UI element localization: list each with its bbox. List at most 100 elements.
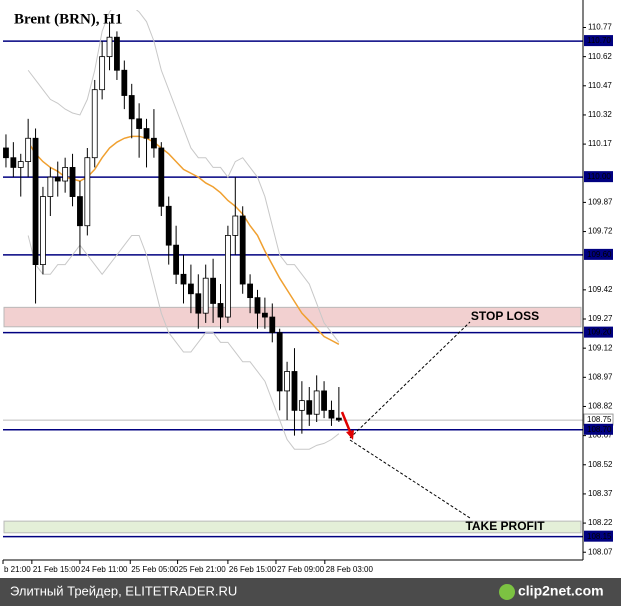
candle-body bbox=[84, 157, 91, 227]
arrow-down bbox=[349, 439, 471, 519]
candle-body bbox=[328, 409, 335, 419]
candle-body bbox=[62, 167, 69, 182]
level-label: 110.00 bbox=[587, 172, 611, 181]
footer-watermark: clip2net.com bbox=[518, 583, 604, 599]
x-tick-label: 25 Feb 05:00 bbox=[131, 565, 179, 574]
level-label: 110.70 bbox=[587, 36, 611, 45]
y-tick-label: 109.87 bbox=[588, 198, 613, 207]
y-tick-label: 108.97 bbox=[588, 372, 613, 381]
candle-body bbox=[3, 147, 9, 159]
candle-body bbox=[99, 56, 106, 91]
y-tick-label: 110.32 bbox=[588, 110, 612, 119]
candle-body bbox=[158, 147, 165, 207]
level-box bbox=[584, 423, 613, 435]
level-label: 108.70 bbox=[587, 425, 612, 434]
x-tick-label: 27 Feb 09:00 bbox=[277, 565, 325, 574]
axis: 110.77 110.62 110.47 110.32 110.17 109.87 109.… bbox=[2, 23, 614, 574]
level-box bbox=[584, 248, 613, 260]
candle-body bbox=[254, 297, 261, 314]
logo-icon bbox=[499, 584, 515, 600]
footer-source: Элитный Трейдер, ELITETRADER.RU bbox=[10, 583, 237, 598]
y-tick-label: 108.07 bbox=[588, 547, 613, 556]
candle-body bbox=[313, 390, 320, 415]
candle-body bbox=[10, 157, 17, 168]
y-tick-label: 108.52 bbox=[588, 460, 613, 469]
overlay-line bbox=[27, 10, 340, 343]
zone bbox=[3, 306, 582, 328]
level-box bbox=[584, 35, 613, 47]
level-box bbox=[584, 530, 613, 542]
candle-body bbox=[247, 283, 253, 299]
candle-body bbox=[335, 417, 342, 421]
y-tick-label: 109.27 bbox=[588, 314, 613, 323]
zones: STOP LOSS TAKE PROFIT bbox=[3, 306, 582, 534]
candle-body bbox=[210, 277, 217, 304]
candle-body bbox=[239, 215, 246, 285]
footer-bar bbox=[0, 578, 621, 606]
red-arrow bbox=[340, 411, 353, 435]
candle-body bbox=[47, 176, 54, 197]
candle-body bbox=[128, 95, 135, 120]
candle-body bbox=[306, 400, 313, 415]
candle-body bbox=[298, 400, 305, 411]
candle-body bbox=[143, 128, 150, 139]
zone-label: STOP LOSS bbox=[471, 309, 539, 323]
candle-body bbox=[284, 371, 290, 392]
candle-body bbox=[188, 283, 194, 295]
levels bbox=[3, 40, 583, 538]
candle-body bbox=[224, 235, 231, 318]
plot bbox=[3, 10, 342, 450]
level-label: 109.60 bbox=[587, 250, 612, 259]
x-tick-label: 25 Feb 21:00 bbox=[179, 565, 227, 574]
candle-body bbox=[25, 137, 32, 162]
candle-body bbox=[17, 161, 24, 168]
chart-title: Brent (BRN), H1 bbox=[14, 11, 122, 27]
candle-body bbox=[217, 303, 224, 318]
y-tick-label: 110.17 bbox=[588, 139, 612, 148]
y-tick-label: 110.62 bbox=[588, 52, 612, 61]
candle-body bbox=[269, 316, 276, 334]
candle-body bbox=[77, 196, 83, 227]
level-box bbox=[584, 171, 613, 183]
candle-body bbox=[69, 167, 76, 197]
y-tick-label: 108.82 bbox=[588, 402, 613, 411]
candle-body bbox=[291, 371, 298, 411]
y-tick-label: 108.22 bbox=[588, 518, 613, 527]
candle-body bbox=[106, 36, 113, 58]
zone bbox=[3, 520, 582, 534]
red-arrow-head bbox=[346, 430, 354, 440]
y-tick-label: 109.12 bbox=[588, 343, 613, 352]
candle-body bbox=[40, 196, 46, 265]
candle-body bbox=[232, 215, 239, 236]
x-tick-label: 21 Feb 15:00 bbox=[33, 565, 81, 574]
y-tick-label: 110.47 bbox=[588, 81, 612, 90]
candle-body bbox=[261, 312, 268, 318]
level-box bbox=[584, 326, 613, 338]
candle-body bbox=[136, 118, 143, 129]
last-price-label: 108.75 bbox=[587, 415, 612, 424]
background bbox=[0, 0, 621, 578]
y-tick-label: 110.77 bbox=[588, 23, 612, 32]
candle-body bbox=[121, 69, 128, 96]
candle-body bbox=[54, 176, 61, 182]
candle-body bbox=[321, 390, 327, 411]
x-tick-label: b 21:00 bbox=[4, 565, 31, 574]
y-tick-label: 109.72 bbox=[588, 227, 613, 236]
y-tick-label: 108.67 bbox=[588, 431, 613, 440]
candle-body bbox=[180, 273, 187, 285]
candle-body bbox=[32, 137, 39, 265]
x-tick-label: 24 Feb 11:00 bbox=[81, 565, 128, 574]
candle-body bbox=[165, 205, 172, 246]
candle-body bbox=[195, 293, 202, 314]
level-label: 108.15 bbox=[587, 532, 612, 541]
candle-body bbox=[114, 36, 120, 71]
zone-label: TAKE PROFIT bbox=[465, 519, 545, 533]
candle-body bbox=[151, 137, 157, 149]
candle-body bbox=[276, 332, 283, 392]
y-tick-label: 109.42 bbox=[588, 285, 613, 294]
candle-body bbox=[173, 244, 180, 275]
x-tick-label: 28 Feb 03:00 bbox=[326, 565, 374, 574]
level-label: 109.20 bbox=[587, 328, 612, 337]
